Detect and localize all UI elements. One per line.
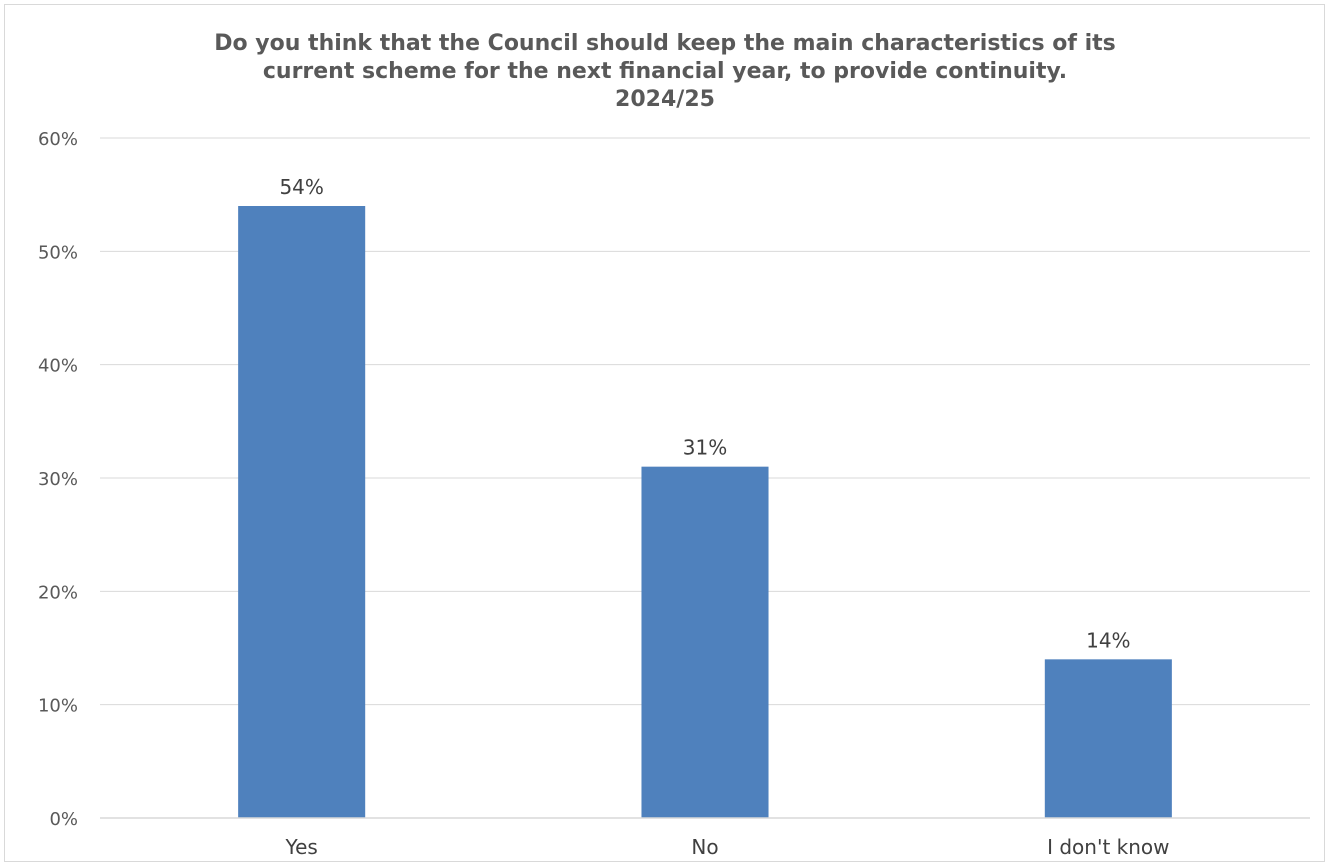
bar-i-don-t-know bbox=[1044, 659, 1172, 818]
data-labels: 54% 31% 14% bbox=[279, 175, 1130, 652]
x-tick-label: No bbox=[691, 835, 718, 859]
data-label: 31% bbox=[683, 436, 727, 460]
y-tick-label: 10% bbox=[38, 696, 78, 717]
y-tick-label: 60% bbox=[38, 129, 78, 150]
y-axis: 0% 10% 20% 30% 40% 50% 60% bbox=[38, 129, 78, 830]
bars bbox=[238, 206, 1172, 818]
y-tick-label: 0% bbox=[49, 809, 78, 830]
x-tick-label: Yes bbox=[285, 835, 318, 859]
y-tick-label: 50% bbox=[38, 242, 78, 263]
chart-title-line-3: 2024/25 bbox=[615, 87, 715, 112]
data-label: 14% bbox=[1086, 628, 1130, 652]
y-tick-label: 30% bbox=[38, 469, 78, 490]
x-tick-label: I don't know bbox=[1047, 835, 1169, 859]
data-label: 54% bbox=[279, 175, 323, 199]
bar-yes bbox=[238, 206, 366, 818]
y-tick-label: 40% bbox=[38, 356, 78, 377]
chart-title: Do you think that the Council should kee… bbox=[0, 30, 1330, 114]
y-tick-label: 20% bbox=[38, 582, 78, 603]
x-axis: Yes No I don't know bbox=[100, 817, 1310, 859]
chart-title-line-2: current scheme for the next financial ye… bbox=[262, 59, 1068, 84]
bar-no bbox=[641, 466, 769, 818]
chart-title-line-1: Do you think that the Council should kee… bbox=[214, 31, 1116, 56]
